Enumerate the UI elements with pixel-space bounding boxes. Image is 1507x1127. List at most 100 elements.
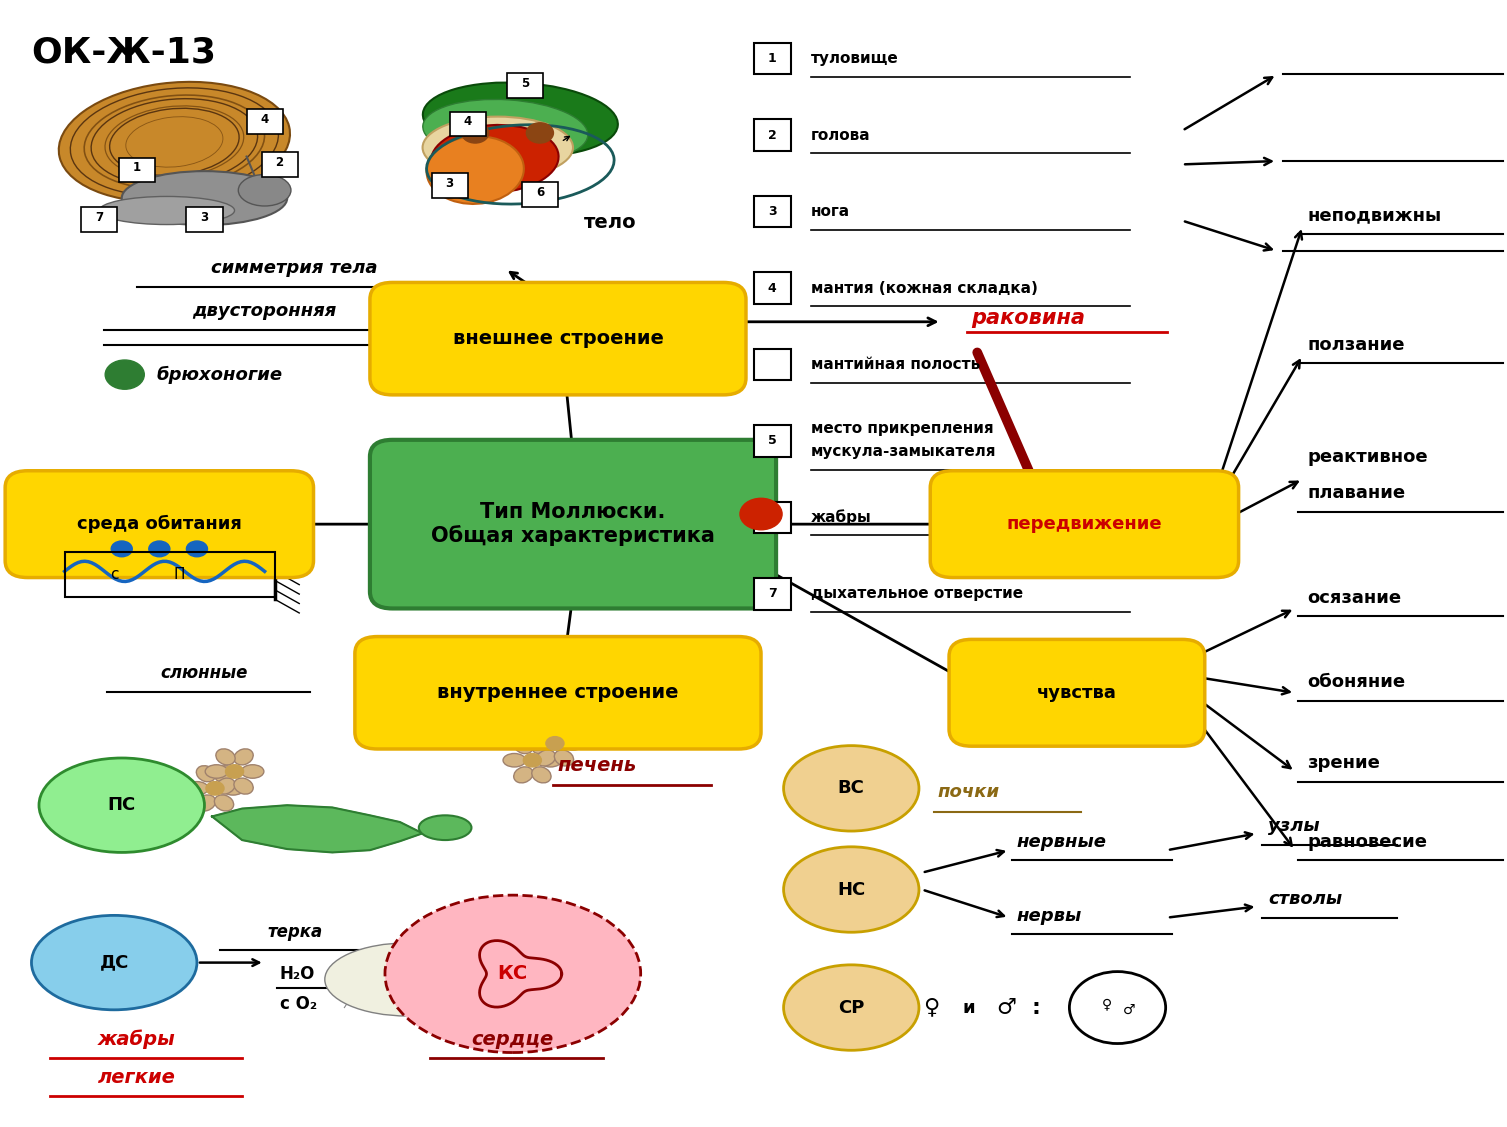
FancyBboxPatch shape	[369, 283, 746, 394]
Circle shape	[523, 754, 541, 767]
Text: внутреннее строение: внутреннее строение	[437, 683, 678, 702]
FancyBboxPatch shape	[754, 425, 791, 456]
Circle shape	[1070, 971, 1165, 1044]
Text: двусторонняя: двусторонняя	[193, 302, 336, 320]
Text: равновесие: равновесие	[1307, 833, 1427, 851]
Ellipse shape	[196, 795, 216, 811]
Text: почки: почки	[937, 783, 999, 801]
FancyBboxPatch shape	[262, 152, 298, 177]
FancyBboxPatch shape	[754, 348, 791, 380]
Ellipse shape	[214, 765, 234, 782]
Text: жабры: жабры	[811, 509, 871, 525]
Text: дыхательное отверстие: дыхательное отверстие	[811, 586, 1023, 602]
Ellipse shape	[503, 754, 526, 767]
Ellipse shape	[536, 749, 556, 766]
Ellipse shape	[326, 943, 490, 1017]
Text: 3: 3	[769, 205, 776, 219]
Ellipse shape	[426, 136, 524, 204]
FancyBboxPatch shape	[754, 196, 791, 228]
FancyBboxPatch shape	[754, 578, 791, 610]
Circle shape	[105, 360, 145, 389]
Ellipse shape	[222, 782, 244, 795]
FancyBboxPatch shape	[81, 207, 118, 232]
Ellipse shape	[214, 795, 234, 811]
Ellipse shape	[196, 765, 216, 782]
Ellipse shape	[423, 99, 588, 162]
FancyBboxPatch shape	[506, 73, 543, 98]
Text: нервы: нервы	[1017, 907, 1082, 925]
Text: зрение: зрение	[1307, 754, 1380, 772]
Text: :: :	[1032, 997, 1041, 1018]
Text: 2: 2	[276, 156, 283, 169]
Ellipse shape	[784, 846, 919, 932]
Text: 7: 7	[95, 211, 102, 224]
Text: ВС: ВС	[838, 780, 865, 797]
Text: 1: 1	[133, 161, 140, 175]
Polygon shape	[212, 805, 422, 852]
FancyBboxPatch shape	[930, 471, 1239, 577]
FancyBboxPatch shape	[119, 158, 155, 183]
Ellipse shape	[39, 758, 205, 852]
Text: симметрия тела: симметрия тела	[211, 259, 378, 277]
Text: 6: 6	[769, 511, 776, 524]
Text: брюхоногие: брюхоногие	[157, 365, 282, 383]
Text: с O₂: с O₂	[280, 995, 316, 1013]
Ellipse shape	[234, 748, 253, 765]
Text: мантия (кожная складка): мантия (кожная складка)	[811, 281, 1037, 295]
FancyBboxPatch shape	[247, 109, 283, 134]
Circle shape	[226, 765, 244, 779]
Text: 3: 3	[200, 211, 208, 224]
Text: НС: НС	[838, 880, 865, 898]
Text: Тип Моллюски.
Общая характеристика: Тип Моллюски. Общая характеристика	[431, 502, 714, 547]
Text: мантийная полость: мантийная полость	[811, 357, 980, 372]
Text: осязание: осязание	[1307, 588, 1402, 606]
FancyBboxPatch shape	[187, 207, 223, 232]
Text: ♂: ♂	[1123, 1003, 1136, 1017]
FancyBboxPatch shape	[949, 639, 1204, 746]
Text: 5: 5	[521, 77, 529, 90]
Text: узлы: узлы	[1267, 817, 1320, 835]
Ellipse shape	[125, 117, 223, 167]
Circle shape	[461, 123, 488, 143]
Circle shape	[206, 782, 225, 795]
FancyBboxPatch shape	[754, 273, 791, 304]
Text: ПС: ПС	[107, 796, 136, 814]
Text: терка: терка	[267, 923, 322, 941]
FancyBboxPatch shape	[449, 112, 485, 136]
Text: чувства: чувства	[1037, 684, 1117, 702]
Text: внешнее строение: внешнее строение	[452, 329, 663, 348]
Text: ползание: ползание	[1307, 336, 1405, 354]
Text: нога: нога	[811, 204, 850, 219]
Text: неподвижны: неподвижны	[1307, 206, 1441, 224]
Text: ♀: ♀	[1102, 997, 1112, 1011]
FancyBboxPatch shape	[754, 502, 791, 533]
Text: 1: 1	[769, 52, 776, 65]
Text: печень: печень	[558, 756, 637, 775]
FancyBboxPatch shape	[754, 119, 791, 151]
FancyBboxPatch shape	[521, 183, 558, 207]
Text: 5: 5	[769, 435, 776, 447]
Text: СР: СР	[838, 999, 865, 1017]
Text: раковина: раковина	[972, 309, 1085, 328]
Ellipse shape	[784, 965, 919, 1050]
Circle shape	[187, 541, 208, 557]
Ellipse shape	[32, 915, 197, 1010]
Ellipse shape	[384, 895, 640, 1053]
Text: ♀: ♀	[922, 997, 939, 1018]
FancyBboxPatch shape	[754, 43, 791, 74]
Ellipse shape	[216, 748, 235, 765]
Text: 4: 4	[261, 113, 268, 126]
FancyBboxPatch shape	[431, 174, 467, 198]
Text: передвижение: передвижение	[1007, 515, 1162, 533]
Ellipse shape	[122, 171, 288, 225]
Ellipse shape	[562, 737, 585, 751]
Ellipse shape	[423, 82, 618, 157]
Text: место прикрепления: место прикрепления	[811, 421, 993, 436]
Text: голова: голова	[811, 127, 870, 143]
Text: с: с	[110, 567, 119, 583]
Ellipse shape	[241, 765, 264, 779]
Text: обоняние: обоняние	[1307, 673, 1405, 691]
Ellipse shape	[532, 737, 552, 754]
Text: слюнные: слюнные	[161, 664, 249, 682]
Text: ♂: ♂	[996, 997, 1016, 1018]
